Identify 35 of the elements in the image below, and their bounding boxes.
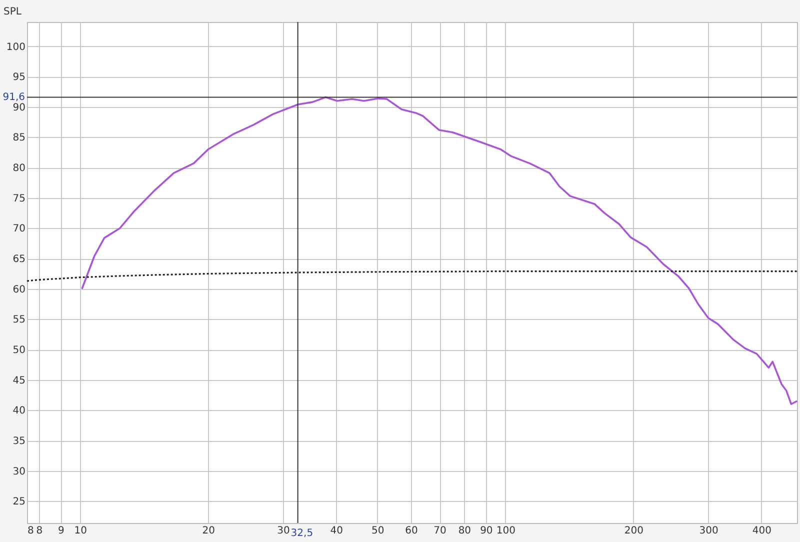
- y-tick-label: 70: [12, 224, 26, 235]
- y-axis-title: SPL: [4, 6, 22, 18]
- y-tick-label: 60: [12, 284, 26, 296]
- y-tick-label: 40: [12, 406, 26, 417]
- x-tick-label: 9: [58, 526, 64, 536]
- x-tick-label: 8: [36, 526, 43, 536]
- ref-line-label: 91,6: [2, 92, 25, 104]
- x-tick-label: 200: [624, 526, 644, 536]
- y-tick-label: 50: [12, 345, 26, 356]
- x-tick-label: 50: [372, 526, 384, 536]
- x-tick-label: 300: [699, 526, 718, 536]
- y-tick-label: 75: [12, 193, 26, 204]
- y-tick-label: 100: [6, 42, 26, 53]
- y-tick-label: 80: [12, 163, 26, 174]
- y-tick-label: 45: [12, 375, 26, 386]
- y-tick-label: 35: [12, 436, 26, 448]
- y-tick-label: 30: [12, 466, 26, 478]
- x-tick-label: 90: [480, 526, 493, 536]
- y-tick-label: 25: [12, 496, 26, 508]
- y-tick-label: 95: [12, 72, 26, 84]
- y-tick-label: 65: [12, 254, 26, 266]
- y-tick-label: 90: [12, 102, 26, 114]
- ref-line-label: 32,5: [290, 528, 314, 539]
- x-tick-label: 400: [752, 526, 772, 536]
- x-tick-label: 80: [458, 526, 472, 536]
- x-tick-label: 30: [277, 526, 290, 536]
- x-tick-label: 10: [74, 526, 87, 536]
- x-tick-label: 8: [28, 526, 34, 536]
- x-tick-label: 20: [202, 526, 216, 536]
- x-tick-label: 40: [330, 526, 344, 536]
- y-tick-label: 85: [12, 132, 26, 144]
- x-tick-label: 100: [496, 526, 516, 536]
- x-tick-label: 60: [405, 526, 418, 536]
- x-tick-label: 70: [434, 526, 446, 536]
- y-tick-label: 55: [12, 314, 26, 326]
